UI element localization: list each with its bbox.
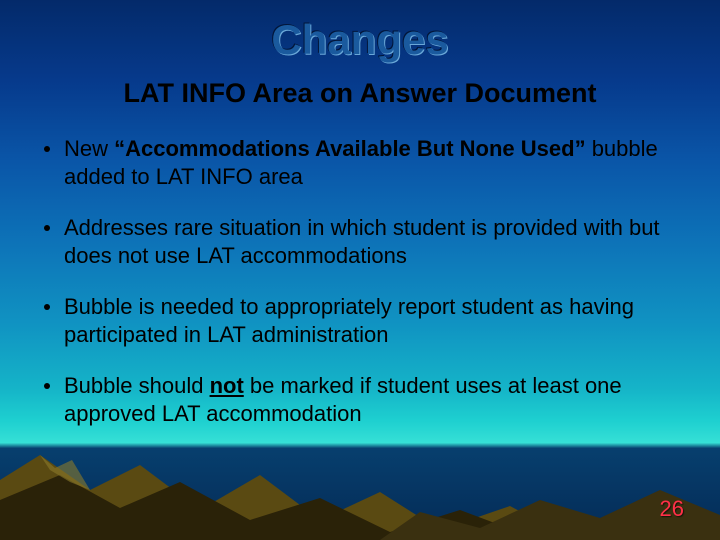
bullet-dot-icon bbox=[44, 225, 50, 231]
bullet-text: Addresses rare situation in which studen… bbox=[64, 214, 676, 269]
bullet-text: Bubble should not be marked if student u… bbox=[64, 372, 676, 427]
bullet-dot-icon bbox=[44, 146, 50, 152]
bullet-dot-icon bbox=[44, 383, 50, 389]
page-number: 26 bbox=[660, 496, 684, 522]
bullet-item: Bubble should not be marked if student u… bbox=[44, 372, 676, 427]
slide-subtitle: LAT INFO Area on Answer Document bbox=[0, 78, 720, 109]
bullet-text: Bubble is needed to appropriately report… bbox=[64, 293, 676, 348]
bullet-item: Bubble is needed to appropriately report… bbox=[44, 293, 676, 348]
slide-title: Changes bbox=[0, 16, 720, 64]
bullet-dot-icon bbox=[44, 304, 50, 310]
bullet-list: New “Accommodations Available But None U… bbox=[44, 135, 676, 451]
bullet-text: New “Accommodations Available But None U… bbox=[64, 135, 676, 190]
bullet-item: New “Accommodations Available But None U… bbox=[44, 135, 676, 190]
text-span: New bbox=[64, 136, 114, 161]
bullet-item: Addresses rare situation in which studen… bbox=[44, 214, 676, 269]
slide: Changes LAT INFO Area on Answer Document… bbox=[0, 0, 720, 540]
text-bold-underline: not bbox=[210, 373, 244, 398]
text-bold: “Accommodations Available But None Used” bbox=[114, 136, 585, 161]
text-span: Bubble should bbox=[64, 373, 210, 398]
